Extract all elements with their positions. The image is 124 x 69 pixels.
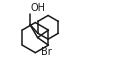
Text: OH: OH	[31, 3, 46, 13]
Text: Br: Br	[41, 47, 52, 57]
